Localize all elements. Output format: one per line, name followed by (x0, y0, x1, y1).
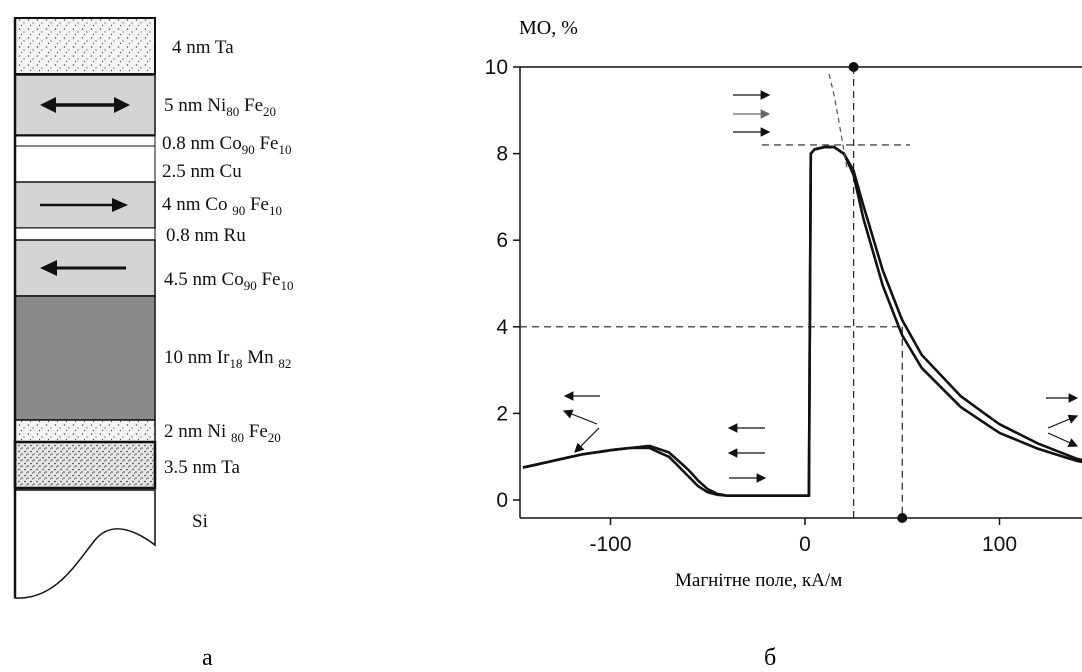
arrow-right-icon (40, 198, 128, 212)
layer-ta-top (14, 17, 156, 75)
marker-top (848, 62, 859, 72)
label-cofe-thin: 0.8 nm Co90 Fe10 (162, 133, 291, 157)
layer-stack: 4 nm Ta 5 nm Ni80 Fe20 0.8 nm Co90 Fe10 … (13, 17, 293, 671)
direction-arrows-peak (733, 73, 848, 169)
y-tick-label: 6 (496, 229, 508, 252)
arrow-left-icon (40, 260, 126, 276)
label-si: Si (192, 511, 208, 532)
direction-arrows-left (562, 391, 600, 453)
caption-a: а (202, 645, 213, 671)
x-tick-label: -100 (589, 533, 631, 556)
x-axis-label: Магнітне поле, кА/м (675, 570, 842, 591)
label-ta-bottom: 3.5 nm Ta (164, 457, 240, 478)
label-nife: 5 nm Ni80 Fe20 (164, 95, 276, 119)
label-irmn: 10 nm Ir18 Mn 82 (164, 347, 291, 371)
marker-bottom (897, 513, 908, 523)
layer-ru (14, 227, 156, 241)
layer-nife-seed (14, 419, 156, 443)
y-tick-label: 0 (496, 489, 508, 512)
double-arrow-icon (40, 97, 130, 113)
y-tick-label: 4 (496, 316, 508, 339)
label-ru: 0.8 nm Ru (166, 225, 246, 246)
direction-arrows-right (1046, 393, 1079, 447)
y-tick-label: 2 (496, 402, 508, 425)
label-cofe-pinned: 4 nm Co 90 Fe10 (162, 194, 282, 218)
plot-axes (513, 66, 1082, 525)
substrate-si (14, 489, 156, 599)
layer-cofe-thin (14, 135, 156, 147)
label-nife-seed: 2 nm Ni 80 Fe20 (164, 421, 281, 445)
y-tick-label: 8 (496, 143, 508, 166)
mr-curve-2 (522, 145, 1082, 498)
guide-lines (520, 62, 910, 523)
mr-curve-1 (522, 145, 1082, 498)
layer-irmn (14, 295, 156, 421)
direction-arrows-middle (727, 423, 767, 483)
label-ta-top: 4 nm Ta (172, 37, 234, 58)
mr-curves (522, 145, 1082, 498)
caption-b: б (764, 645, 776, 671)
label-cu: 2.5 nm Cu (162, 161, 242, 182)
layer-ta-bottom (13, 440, 157, 490)
y-tick-label: 10 (485, 56, 508, 79)
x-tick-label: 0 (799, 533, 811, 556)
layer-cu (14, 145, 156, 183)
label-cofe-reference: 4.5 nm Co90 Fe10 (164, 269, 293, 293)
x-tick-label: 100 (982, 533, 1017, 556)
layer-labels: 4 nm Ta 5 nm Ni80 Fe20 0.8 nm Co90 Fe10 … (162, 37, 293, 532)
y-axis-label: МО, % (519, 17, 578, 39)
tick-labels: 0 2 4 6 8 10 -100 0 100 (485, 56, 1017, 556)
